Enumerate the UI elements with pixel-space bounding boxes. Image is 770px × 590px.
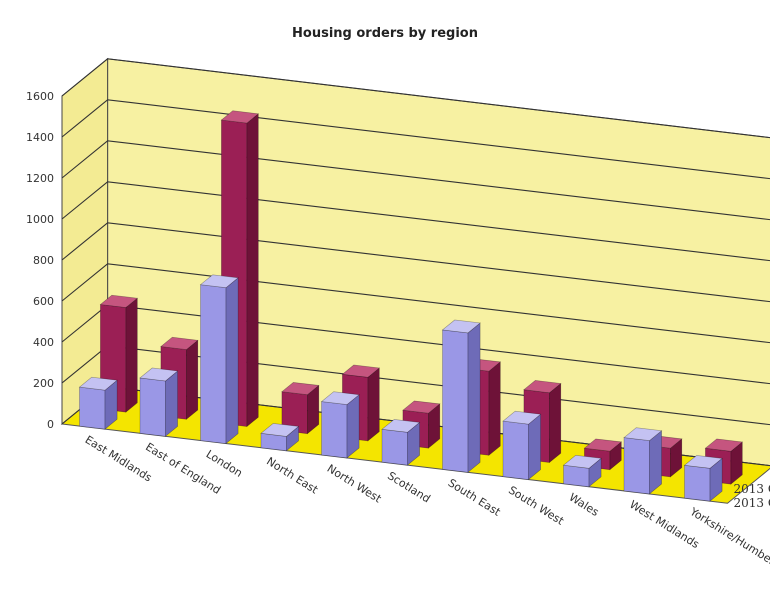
y-tick-label: 0 [47,418,54,431]
chart-title: Housing orders by region [292,26,478,41]
series-label-q2: 2013 Q2 [734,482,770,496]
bar-q1 [562,454,602,488]
series-label-q1: 2013 Q1 [734,496,770,510]
y-tick-label: 800 [33,254,54,267]
bar-q1 [139,367,179,437]
gridline [61,263,770,344]
category-label: North West [325,462,384,506]
bar-q1 [78,376,118,430]
category-label: East Midlands [83,433,155,485]
category-label: Wales [567,491,602,519]
gridline [61,222,770,303]
y-tick-label: 1000 [26,213,54,226]
gridline [61,99,770,180]
bar-q1 [441,319,481,473]
y-tick-label: 600 [33,295,54,308]
gridline [61,58,770,139]
bar-q2 [281,382,320,435]
bar-q1 [199,274,239,445]
bar-q1 [381,419,421,466]
category-label: South East [446,476,504,519]
bar-q2 [99,294,139,413]
bar-q1 [320,391,360,459]
category-label: South West [506,483,566,528]
gridline [61,181,770,262]
category-label: North East [264,455,321,497]
category-label: West Midlands [627,498,702,551]
y-tick-label: 1200 [26,172,54,185]
bar-q1 [260,423,300,452]
category-label: Scotland [385,469,432,505]
bar-q1 [623,427,663,495]
bar-q1 [502,410,542,481]
category-label: London [204,447,245,479]
y-tick-label: 1600 [26,90,54,103]
bar-q1 [683,455,723,502]
gridline [61,140,770,221]
y-tick-label: 200 [33,377,54,390]
y-tick-label: 1400 [26,131,54,144]
y-tick-label: 400 [33,336,54,349]
category-label: Yorkshire/Humber [687,505,770,569]
